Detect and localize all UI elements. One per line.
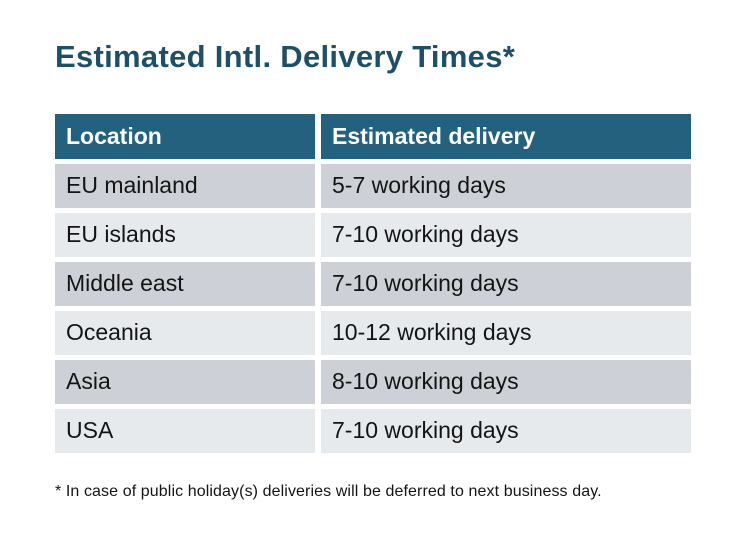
table-row: Asia 8-10 working days: [55, 359, 691, 404]
delivery-cell: 8-10 working days: [321, 359, 691, 404]
location-cell: EU mainland: [55, 163, 315, 208]
delivery-cell: 7-10 working days: [321, 212, 691, 257]
delivery-cell: 5-7 working days: [321, 163, 691, 208]
column-header-estimated-delivery: Estimated delivery: [321, 113, 691, 159]
column-header-location: Location: [55, 113, 315, 159]
delivery-times-table: Location Estimated delivery EU mainland …: [55, 113, 691, 453]
footnote: * In case of public holiday(s) deliverie…: [55, 482, 602, 500]
table-row: USA 7-10 working days: [55, 408, 691, 453]
location-cell: EU islands: [55, 212, 315, 257]
delivery-cell: 10-12 working days: [321, 310, 691, 355]
delivery-cell: 7-10 working days: [321, 261, 691, 306]
location-cell: Oceania: [55, 310, 315, 355]
delivery-cell: 7-10 working days: [321, 408, 691, 453]
location-cell: Asia: [55, 359, 315, 404]
location-cell: USA: [55, 408, 315, 453]
location-cell: Middle east: [55, 261, 315, 306]
content-area: Estimated Intl. Delivery Times* Location…: [55, 0, 691, 501]
table-row: EU islands 7-10 working days: [55, 212, 691, 257]
page-title: Estimated Intl. Delivery Times*: [55, 39, 516, 74]
table-row: Oceania 10-12 working days: [55, 310, 691, 355]
table-row: EU mainland 5-7 working days: [55, 163, 691, 208]
table-row: Middle east 7-10 working days: [55, 261, 691, 306]
table-header-row: Location Estimated delivery: [55, 113, 691, 159]
